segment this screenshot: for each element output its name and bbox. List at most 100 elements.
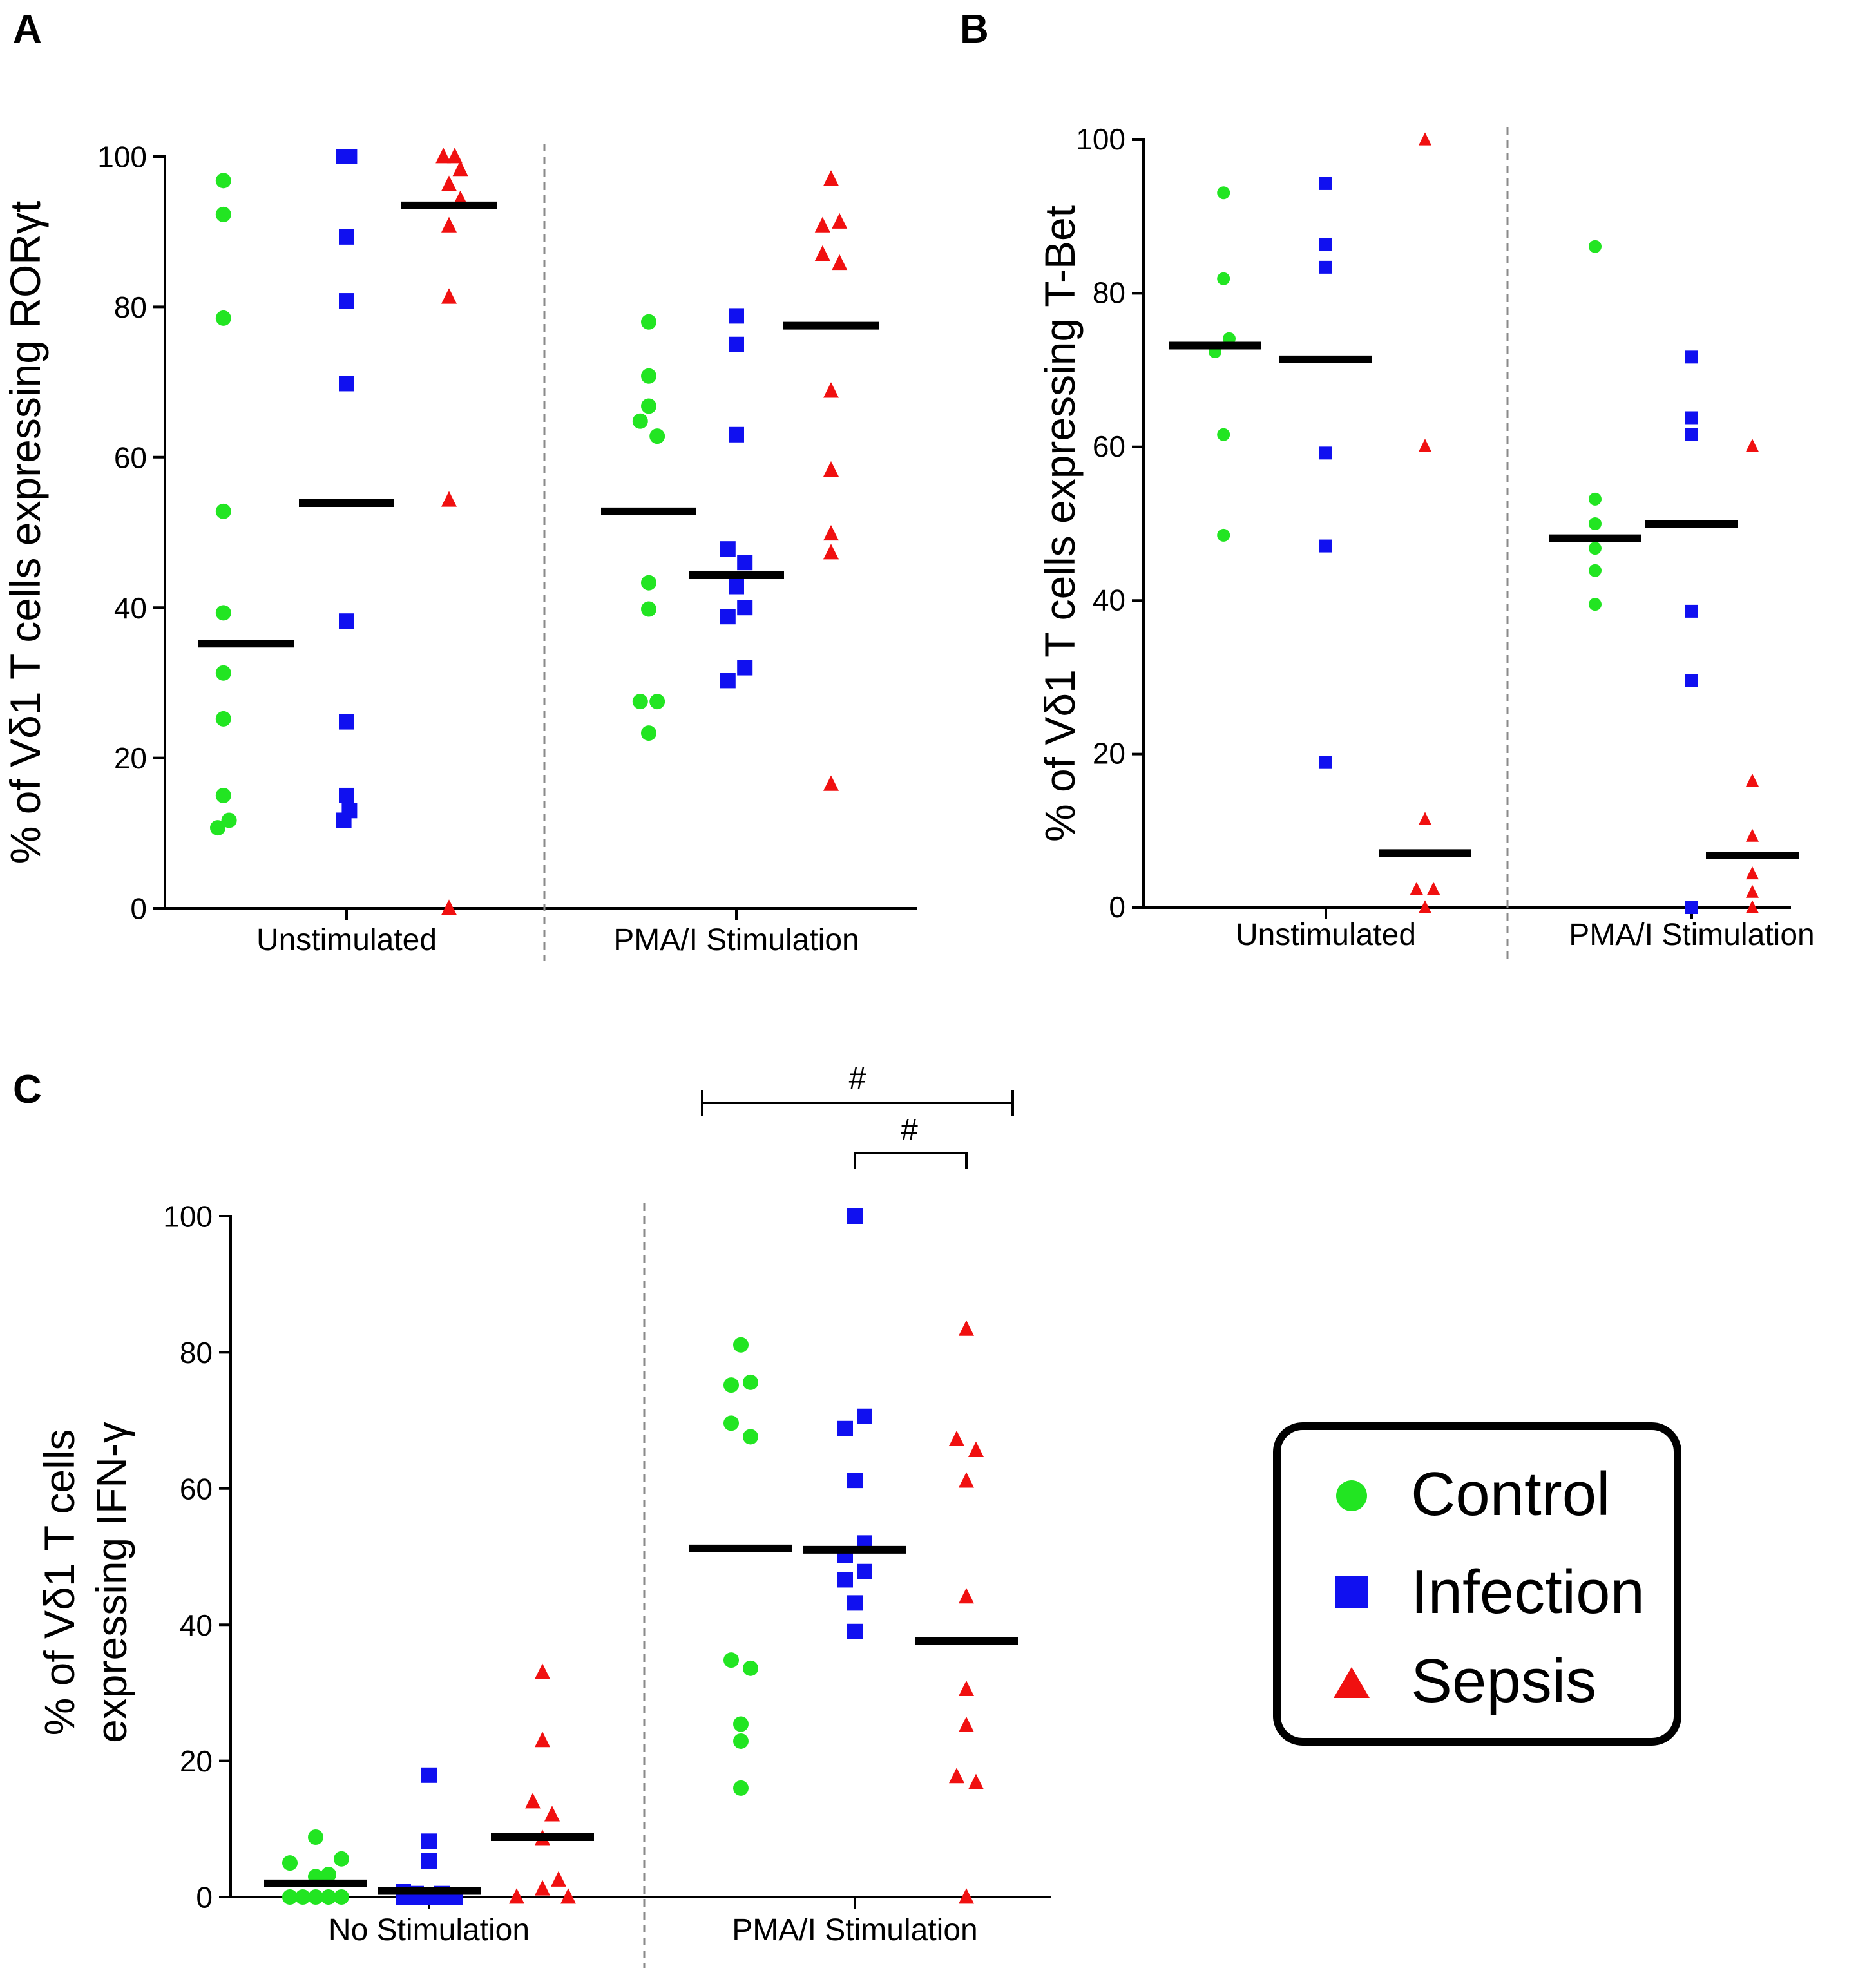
panel-a-point-control <box>215 206 231 222</box>
panel-c-point-infection <box>847 1623 863 1639</box>
panel-a-point-control <box>215 605 231 621</box>
panel-b-point-sepsis <box>1746 884 1759 898</box>
panel-b-point-infection <box>1319 756 1332 769</box>
panel-a-point-sepsis <box>832 254 848 271</box>
panel-a-point-control <box>215 503 231 519</box>
legend-box <box>1273 1422 1681 1746</box>
panel-c-y-axis-title: % of Vδ1 T cells <box>35 1429 83 1736</box>
panel-a-point-control <box>641 398 656 414</box>
panel-a-point-sepsis <box>441 491 457 507</box>
panel-c-point-control <box>743 1429 758 1445</box>
panel-a-point-sepsis <box>823 775 839 791</box>
panel-a-y-tick-label: 80 <box>114 291 147 324</box>
panel-c-significance-bracket <box>701 1090 1014 1116</box>
panel-c-point-control <box>308 1889 323 1905</box>
panel-c-significance-label: # <box>901 1113 918 1147</box>
panel-a-point-infection <box>339 714 354 730</box>
panel-c-point-control <box>723 1415 739 1431</box>
legend-sepsis-label: Sepsis <box>1411 1646 1596 1715</box>
panel-c-point-sepsis <box>959 1716 974 1732</box>
panel-a-point-sepsis <box>823 544 839 560</box>
panel-c-point-control <box>733 1337 749 1353</box>
panel-a-point-infection <box>737 600 753 616</box>
panel-a-y-tick-label: 100 <box>97 140 147 174</box>
panel-c-point-control <box>723 1652 739 1668</box>
panel-a-point-control <box>641 314 656 330</box>
panel-a-point-sepsis <box>441 175 457 191</box>
panel-c-point-sepsis <box>949 1768 964 1784</box>
panel-a-point-infection <box>339 376 354 392</box>
panel-b-y-tick-label: 80 <box>1093 276 1125 310</box>
panel-c-point-control <box>334 1851 349 1867</box>
panel-a-y-tick-label: 60 <box>114 441 147 474</box>
panel-a-point-infection <box>720 541 736 557</box>
panel-letter-c: C <box>13 1067 42 1112</box>
panel-c-point-sepsis <box>968 1773 984 1789</box>
panel-b-point-sepsis <box>1410 881 1423 895</box>
panel-c-y-axis-title: expressing IFN-γ <box>88 1422 135 1743</box>
panel-b-point-sepsis <box>1419 132 1431 146</box>
panel-b-point-control <box>1589 598 1602 611</box>
panel-b-point-infection <box>1685 411 1698 425</box>
panel-a-point-control <box>632 413 648 429</box>
panel-a-point-control <box>215 711 231 727</box>
panel-c-significance-label: # <box>849 1062 866 1096</box>
panel-a-point-sepsis <box>446 148 463 164</box>
panel-c-point-sepsis <box>535 1732 550 1748</box>
panel-b-point-sepsis <box>1419 900 1431 913</box>
panel-c-point-infection <box>857 1408 872 1424</box>
panel-b-point-sepsis <box>1746 866 1759 880</box>
legend-item-control: Control <box>1336 1460 1610 1529</box>
panel-a-point-control <box>215 665 231 681</box>
legend-sepsis-marker <box>1334 1667 1370 1698</box>
panel-b-point-infection <box>1319 238 1332 251</box>
panel-b-point-infection <box>1319 260 1332 274</box>
panel-a-point-sepsis <box>436 148 452 164</box>
panel-b-point-control <box>1217 186 1230 200</box>
panel-b-point-control <box>1217 528 1230 542</box>
panel-a-point-control <box>215 173 231 189</box>
panel-a-point-infection <box>729 426 744 443</box>
panel-b-y-axis-title: % of Vδ1 T cells expressing T-Bet <box>1036 205 1084 842</box>
panel-letter-a: A <box>13 7 42 52</box>
legend-control-marker <box>1336 1480 1367 1511</box>
panel-a-y-axis-title: % of Vδ1 T cells expressing RORγt <box>1 201 49 864</box>
panel-b-point-control <box>1217 428 1230 441</box>
panel-c-point-control <box>723 1377 739 1393</box>
panel-a-point-infection <box>720 673 736 689</box>
panel-c-y-tick-label: 40 <box>180 1608 213 1642</box>
panel-c-y-tick-label: 20 <box>180 1744 213 1778</box>
panel-a-point-infection <box>720 609 736 625</box>
panel-c-point-control <box>282 1889 298 1905</box>
panel-b-point-sepsis <box>1419 439 1431 452</box>
panel-b-y-tick-label: 20 <box>1093 737 1125 770</box>
panel-a-point-control <box>641 725 656 741</box>
panel-c-y-tick-label: 80 <box>180 1336 213 1369</box>
panel-a-point-infection <box>339 613 354 629</box>
panel-c-point-sepsis <box>968 1441 984 1457</box>
panel-a-point-sepsis <box>441 899 457 915</box>
panel-b-y-tick-label: 40 <box>1093 583 1125 616</box>
panel-c-category-label: No Stimulation <box>329 1913 530 1947</box>
panel-b-point-control <box>1589 517 1602 530</box>
panel-a-point-sepsis <box>452 160 468 177</box>
panel-b-point-sepsis <box>1746 439 1759 452</box>
panel-a-point-sepsis <box>823 461 839 477</box>
panel-c-point-control <box>334 1889 349 1905</box>
panel-a-point-control <box>641 575 656 591</box>
panel-c-point-infection <box>421 1767 437 1783</box>
panel-b-category-label: PMA/I Stimulation <box>1569 918 1814 952</box>
panel-a-point-sepsis <box>832 213 848 229</box>
panel-c-point-control <box>743 1660 758 1676</box>
panel-c-point-control <box>295 1889 311 1905</box>
panel-a-point-infection <box>729 308 744 324</box>
panel-a-point-control <box>649 428 665 444</box>
panel-b-point-infection <box>1685 428 1698 441</box>
panel-b-point-control <box>1217 272 1230 285</box>
panel-a-point-sepsis <box>441 288 457 304</box>
panel-c-point-sepsis <box>959 1588 974 1604</box>
legend-item-infection: Infection <box>1335 1558 1645 1627</box>
panel-b-point-control <box>1589 564 1602 577</box>
panel-a-point-control <box>641 368 656 384</box>
